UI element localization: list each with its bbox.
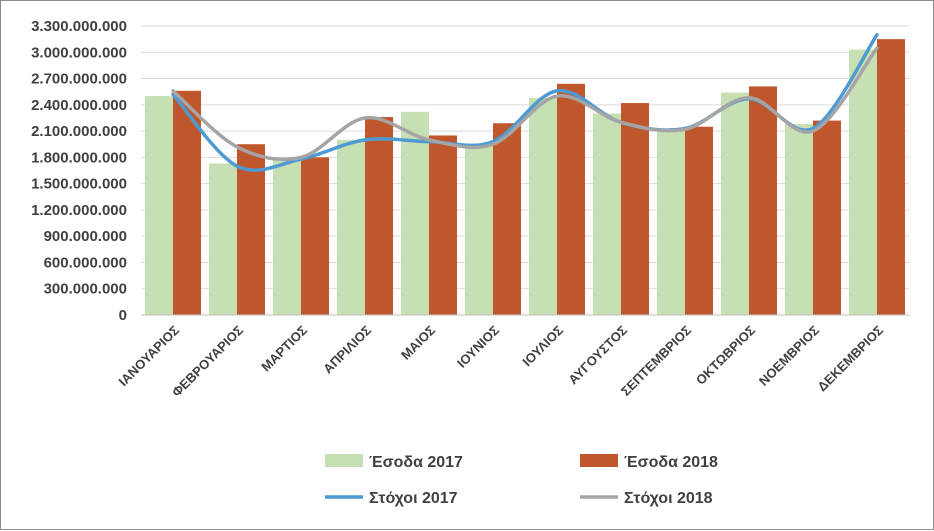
bar-2017 (401, 111, 429, 315)
bar-2018 (173, 90, 201, 315)
bar-2018 (365, 117, 393, 315)
y-tick-label: 600.000.000 (44, 254, 127, 271)
y-tick-label: 900.000.000 (44, 228, 127, 245)
x-tick-label: ΙΟΥΛΙΟΣ (519, 322, 566, 369)
bar-2018 (685, 126, 713, 315)
bar-2017 (849, 49, 877, 316)
legend-item-revenue-2018: Έσοδα 2018 (580, 454, 718, 471)
bar-2017 (209, 163, 237, 315)
x-tick-label: ΜΑΙΟΣ (398, 322, 438, 362)
bar-2017 (145, 96, 173, 315)
bar-2017 (721, 92, 749, 315)
y-tick-label: 2.700.000.000 (31, 71, 127, 88)
line-targets-2018 (171, 46, 879, 162)
bar-2018 (621, 103, 649, 315)
y-tick-label: 1.800.000.000 (31, 149, 127, 166)
bar-2018 (557, 83, 585, 315)
x-tick-label: ΙΟΥΝΙΟΣ (454, 322, 502, 370)
legend-label: Έσοδα 2017 (369, 454, 463, 471)
bar-2018 (813, 120, 841, 315)
x-tick-label: ΑΠΡΙΛΙΟΣ (320, 322, 374, 376)
bar-2017 (593, 113, 621, 315)
target-lines (171, 33, 879, 172)
bar-2017 (785, 124, 813, 316)
x-tick-label: ΔΕΚΕΜΒΡΙΟΣ (814, 322, 886, 394)
y-tick-label: 2.400.000.000 (31, 97, 127, 114)
x-tick-label: ΙΑΝΟΥΑΡΙΟΣ (115, 322, 182, 389)
bar-2017 (529, 97, 557, 315)
y-tick-label: 1.200.000.000 (31, 202, 127, 219)
y-tick-label: 1.500.000.000 (31, 176, 127, 193)
x-tick-label: ΑΥΓΟΥΣΤΟΣ (565, 322, 630, 387)
legend-item-revenue-2017: Έσοδα 2017 (325, 454, 463, 471)
legend-swatch (325, 454, 363, 467)
legend-label: Έσοδα 2018 (624, 454, 718, 471)
bar-2018 (877, 39, 905, 316)
bar-2018 (749, 86, 777, 315)
y-tick-label: 3.000.000.000 (31, 44, 127, 61)
x-tick-label: ΜΑΡΤΙΟΣ (258, 322, 310, 374)
legend-item-targets-2018: Στόχοι 2018 (580, 490, 713, 507)
x-tick-label: ΝΟΕΜΒΡΙΟΣ (756, 322, 822, 388)
legend-swatch (580, 454, 618, 467)
bars (145, 39, 905, 316)
y-axis-ticks: 0 300.000.000 600.000.000 900.000.000 1.200.… (31, 18, 127, 324)
bar-2018 (493, 123, 521, 315)
bar-2018 (237, 144, 265, 315)
bar-2017 (273, 158, 301, 315)
bar-2017 (657, 131, 685, 315)
y-tick-label: 300.000.000 (44, 281, 127, 298)
bar-2017 (465, 144, 493, 315)
bar-2018 (301, 157, 329, 315)
legend-item-targets-2017: Στόχοι 2017 (325, 490, 458, 507)
bar-2018 (429, 135, 457, 315)
y-tick-label: 2.100.000.000 (31, 123, 127, 140)
legend-label: Στόχοι 2018 (624, 490, 713, 507)
y-tick-label: 3.300.000.000 (31, 18, 127, 35)
legend-label: Στόχοι 2017 (369, 490, 458, 507)
legend: Έσοδα 2017 Έσοδα 2018 Στόχοι 2017 Στόχοι 20… (325, 454, 718, 507)
y-tick-label: 0 (119, 307, 127, 324)
x-tick-label: ΟΚΤΩΒΡΙΟΣ (693, 322, 758, 387)
bar-2017 (337, 139, 365, 315)
